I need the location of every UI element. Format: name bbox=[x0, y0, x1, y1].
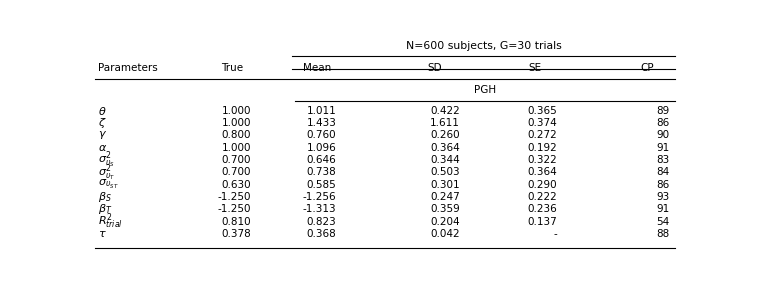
Text: 0.137: 0.137 bbox=[527, 217, 557, 226]
Text: -1.256: -1.256 bbox=[303, 192, 337, 202]
Text: 0.042: 0.042 bbox=[431, 229, 461, 239]
Text: Mean: Mean bbox=[303, 63, 331, 73]
Text: $R^2_{trial}$: $R^2_{trial}$ bbox=[98, 212, 123, 231]
Text: PGH: PGH bbox=[474, 85, 496, 95]
Text: -1.250: -1.250 bbox=[217, 192, 251, 202]
Text: $\alpha$: $\alpha$ bbox=[98, 142, 107, 153]
Text: 86: 86 bbox=[656, 180, 670, 189]
Text: 0.204: 0.204 bbox=[431, 217, 461, 226]
Text: 0.630: 0.630 bbox=[221, 180, 251, 189]
Text: 0.503: 0.503 bbox=[431, 167, 461, 177]
Text: $\sigma^2_{\upsilon_S}$: $\sigma^2_{\upsilon_S}$ bbox=[98, 149, 115, 170]
Text: $\gamma$: $\gamma$ bbox=[98, 129, 107, 141]
Text: 0.738: 0.738 bbox=[307, 167, 337, 177]
Text: 1.000: 1.000 bbox=[222, 106, 251, 115]
Text: Parameters: Parameters bbox=[98, 63, 157, 73]
Text: 0.260: 0.260 bbox=[431, 130, 461, 140]
Text: 0.378: 0.378 bbox=[221, 229, 251, 239]
Text: $\beta_T$: $\beta_T$ bbox=[98, 202, 112, 216]
Text: 0.222: 0.222 bbox=[527, 192, 557, 202]
Text: 1.433: 1.433 bbox=[306, 118, 337, 128]
Text: 0.760: 0.760 bbox=[307, 130, 337, 140]
Text: 1.000: 1.000 bbox=[222, 142, 251, 153]
Text: 0.364: 0.364 bbox=[527, 167, 557, 177]
Text: -: - bbox=[553, 229, 557, 239]
Text: 0.247: 0.247 bbox=[430, 192, 461, 202]
Text: 0.585: 0.585 bbox=[307, 180, 337, 189]
Text: 0.290: 0.290 bbox=[527, 180, 557, 189]
Text: 1.611: 1.611 bbox=[430, 118, 461, 128]
Text: 1.096: 1.096 bbox=[307, 142, 337, 153]
Text: 0.322: 0.322 bbox=[527, 155, 557, 165]
Text: 0.374: 0.374 bbox=[527, 118, 557, 128]
Text: N=600 subjects, G=30 trials: N=600 subjects, G=30 trials bbox=[406, 41, 562, 51]
Text: 90: 90 bbox=[656, 130, 670, 140]
Text: 84: 84 bbox=[656, 167, 670, 177]
Text: 0.646: 0.646 bbox=[307, 155, 337, 165]
Text: 0.368: 0.368 bbox=[307, 229, 337, 239]
Text: 1.000: 1.000 bbox=[222, 118, 251, 128]
Text: 93: 93 bbox=[656, 192, 670, 202]
Text: 0.700: 0.700 bbox=[222, 155, 251, 165]
Text: 0.800: 0.800 bbox=[222, 130, 251, 140]
Text: $\sigma^2_{\upsilon_T}$: $\sigma^2_{\upsilon_T}$ bbox=[98, 162, 116, 183]
Text: 0.359: 0.359 bbox=[430, 204, 461, 214]
Text: 89: 89 bbox=[656, 106, 670, 115]
Text: CP: CP bbox=[641, 63, 654, 73]
Text: 0.422: 0.422 bbox=[430, 106, 461, 115]
Text: 1.011: 1.011 bbox=[307, 106, 337, 115]
Text: 0.344: 0.344 bbox=[430, 155, 461, 165]
Text: 86: 86 bbox=[656, 118, 670, 128]
Text: 54: 54 bbox=[656, 217, 670, 226]
Text: 91: 91 bbox=[656, 204, 670, 214]
Text: 0.236: 0.236 bbox=[527, 204, 557, 214]
Text: 0.301: 0.301 bbox=[431, 180, 461, 189]
Text: 83: 83 bbox=[656, 155, 670, 165]
Text: -1.250: -1.250 bbox=[217, 204, 251, 214]
Text: $\beta_S$: $\beta_S$ bbox=[98, 190, 112, 204]
Text: -1.313: -1.313 bbox=[303, 204, 337, 214]
Text: 0.272: 0.272 bbox=[527, 130, 557, 140]
Text: 0.810: 0.810 bbox=[221, 217, 251, 226]
Text: SD: SD bbox=[428, 63, 442, 73]
Text: 91: 91 bbox=[656, 142, 670, 153]
Text: SE: SE bbox=[529, 63, 542, 73]
Text: $\theta$: $\theta$ bbox=[98, 105, 106, 117]
Text: True: True bbox=[221, 63, 243, 73]
Text: 0.192: 0.192 bbox=[527, 142, 557, 153]
Text: 0.364: 0.364 bbox=[430, 142, 461, 153]
Text: $\zeta$: $\zeta$ bbox=[98, 116, 106, 130]
Text: 88: 88 bbox=[656, 229, 670, 239]
Text: 0.700: 0.700 bbox=[222, 167, 251, 177]
Text: 0.823: 0.823 bbox=[307, 217, 337, 226]
Text: $\tau$: $\tau$ bbox=[98, 229, 106, 239]
Text: 0.365: 0.365 bbox=[527, 106, 557, 115]
Text: $\sigma_{\upsilon_{ST}}$: $\sigma_{\upsilon_{ST}}$ bbox=[98, 178, 119, 191]
